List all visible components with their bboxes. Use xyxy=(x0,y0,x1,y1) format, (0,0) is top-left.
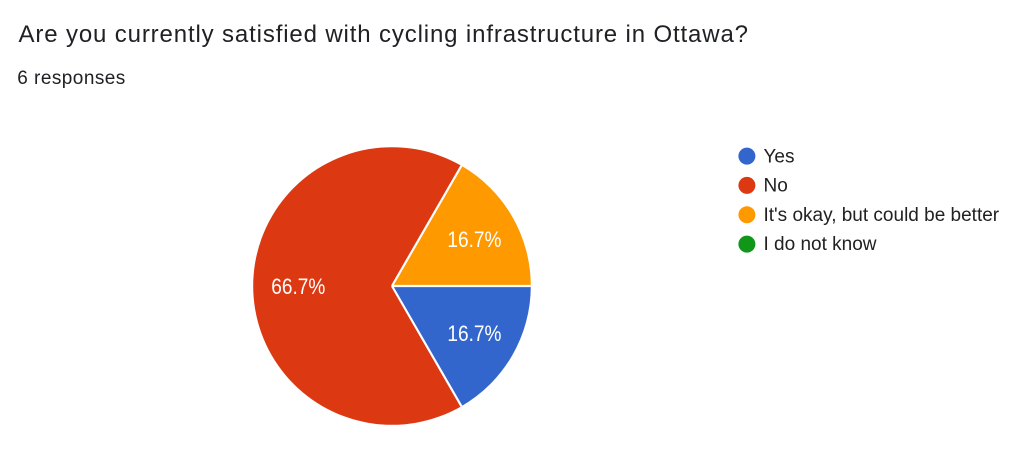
svg-text:66.7%: 66.7% xyxy=(271,274,325,299)
svg-text:It's okay, but could be better: It's okay, but could be better xyxy=(764,205,1000,226)
svg-text:Yes: Yes xyxy=(764,146,795,167)
svg-text:No: No xyxy=(764,175,788,196)
svg-text:I do not know: I do not know xyxy=(764,234,877,255)
svg-text:16.7%: 16.7% xyxy=(447,321,501,346)
svg-text:16.7%: 16.7% xyxy=(447,227,501,252)
